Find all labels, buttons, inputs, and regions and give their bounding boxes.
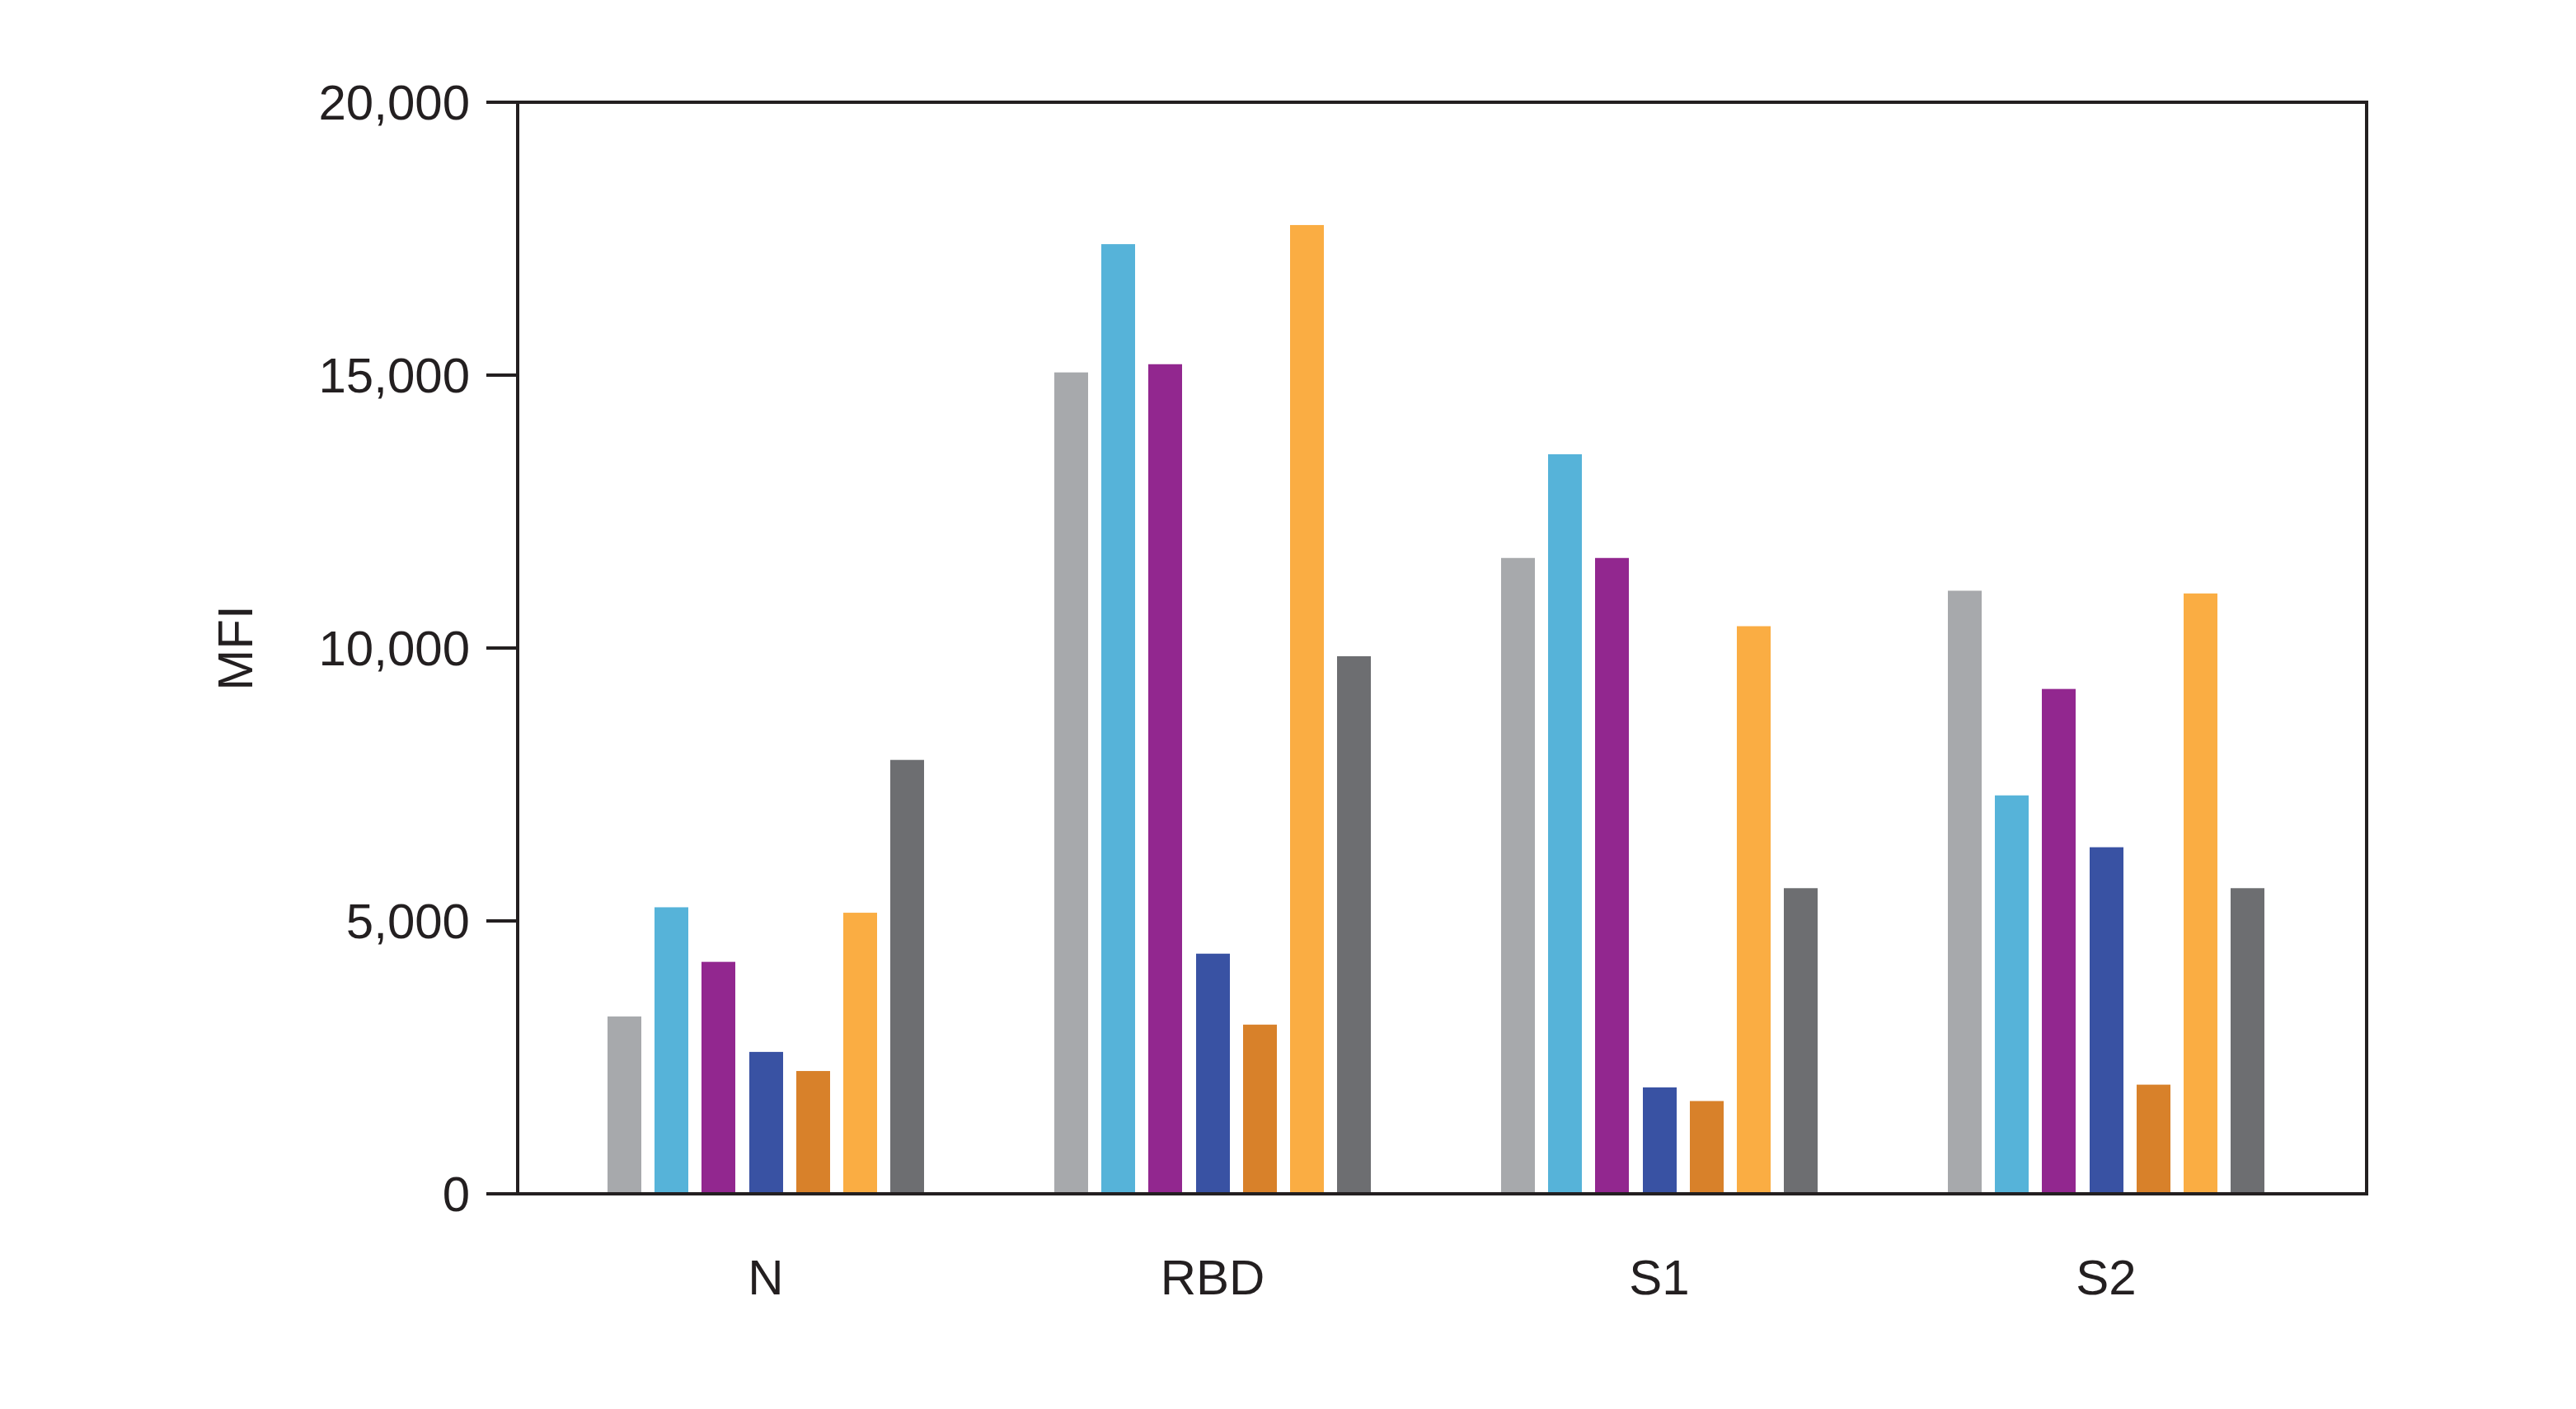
bar-N-amber <box>843 913 877 1194</box>
x-axis-category-labels: N RBD S1 S2 <box>748 1250 2136 1305</box>
grouped-bar-chart: 0 5,000 10,000 15,000 20,000 N RBD S1 S2 MFI <box>0 0 2576 1409</box>
bar-S2-gray <box>1948 590 1982 1194</box>
bar-S2-amber <box>2184 594 2217 1194</box>
bar-N-purple <box>701 962 735 1194</box>
y-tick-label: 10,000 <box>318 621 470 676</box>
bars-layer <box>608 225 2264 1194</box>
plot-frame <box>518 102 2367 1194</box>
bar-N-dark-gray <box>890 760 924 1194</box>
x-category-label-S1: S1 <box>1629 1250 1689 1305</box>
bar-S1-gray <box>1501 558 1535 1194</box>
bar-chart-figure: 0 5,000 10,000 15,000 20,000 N RBD S1 S2 MFI <box>0 0 2576 1409</box>
bar-S1-amber <box>1737 627 1771 1194</box>
bar-S2-dark-gray <box>2231 888 2264 1194</box>
y-tick-label: 5,000 <box>346 894 470 949</box>
bar-RBD-orange <box>1243 1025 1277 1194</box>
bar-RBD-gray <box>1054 373 1088 1194</box>
x-category-label-S2: S2 <box>2076 1250 2136 1305</box>
y-axis-title: MFI <box>208 605 263 690</box>
bar-S1-cyan <box>1548 454 1582 1194</box>
bar-RBD-cyan <box>1101 244 1135 1194</box>
x-category-label-N: N <box>748 1250 783 1305</box>
bar-S1-orange <box>1690 1101 1724 1194</box>
bar-S2-purple <box>2042 689 2076 1194</box>
bar-S1-dark-gray <box>1784 888 1818 1194</box>
bar-N-blue <box>749 1052 783 1194</box>
y-tick-label: 0 <box>443 1167 470 1222</box>
bar-S1-blue <box>1643 1087 1677 1194</box>
bar-RBD-amber <box>1290 225 1324 1194</box>
y-tick-label: 15,000 <box>318 348 470 403</box>
bar-N-orange <box>796 1071 830 1194</box>
y-axis-ticks: 0 5,000 10,000 15,000 20,000 <box>318 75 518 1222</box>
y-tick-label: 20,000 <box>318 75 470 130</box>
bar-S2-orange <box>2137 1085 2170 1194</box>
bar-RBD-dark-gray <box>1337 656 1371 1194</box>
bar-RBD-purple <box>1148 364 1182 1194</box>
bar-S2-cyan <box>1995 796 2029 1194</box>
x-category-label-RBD: RBD <box>1161 1250 1265 1305</box>
bar-N-gray <box>608 1017 641 1194</box>
bar-N-cyan <box>655 907 688 1194</box>
bar-RBD-blue <box>1196 954 1230 1194</box>
bar-S2-blue <box>2090 848 2123 1194</box>
bar-S1-purple <box>1595 558 1629 1194</box>
